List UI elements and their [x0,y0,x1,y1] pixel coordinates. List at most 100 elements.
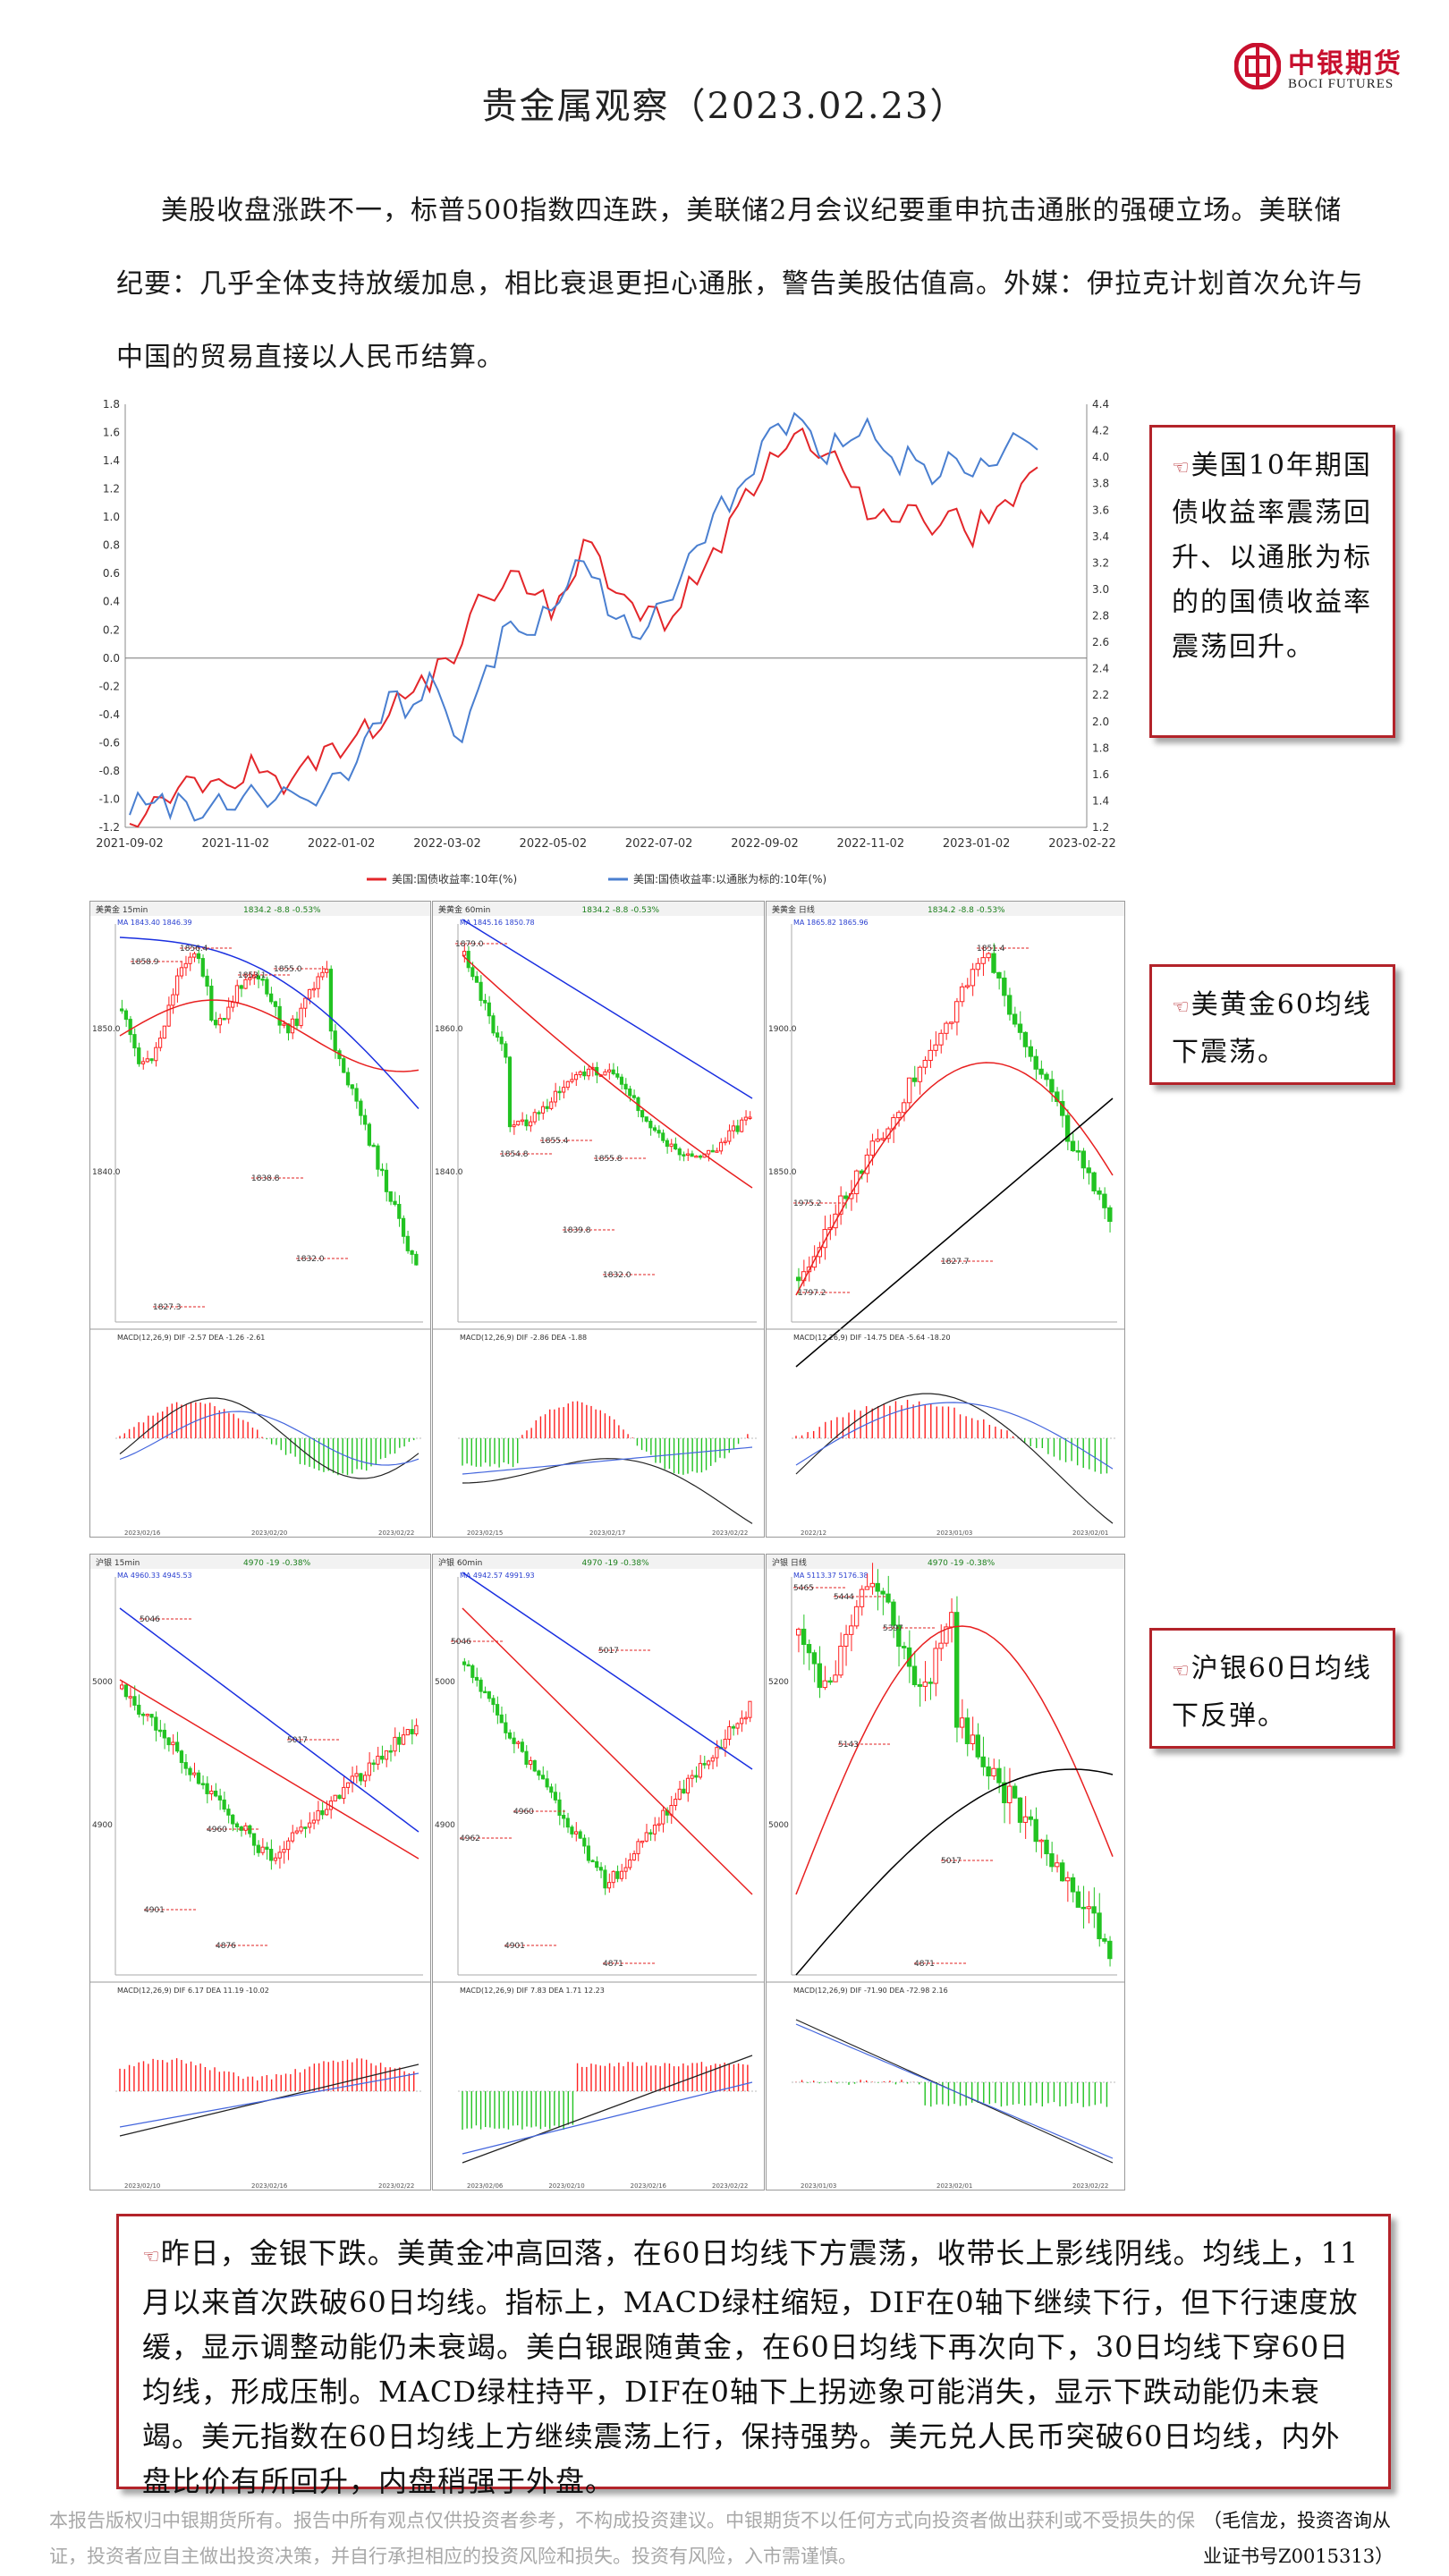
price-annotation: 1827.7 [941,1258,970,1267]
price-tick: 1860.0 [435,1025,463,1034]
macd-line-1 [795,1402,1114,1470]
candle-body [698,1155,702,1158]
candle-body [474,1676,479,1681]
candle-body [499,1037,504,1045]
candle-body [796,1628,801,1636]
price-annotation: 4876 [216,1942,236,1951]
candle-body [196,1772,201,1784]
x-tick: 2022-01-02 [308,837,376,851]
date-tick: 2023/02/22 [712,2182,748,2190]
candle-body [234,985,240,1004]
candle-body [843,1633,849,1647]
candle-body [1017,1797,1023,1823]
candle-body [311,987,316,991]
candle-body [562,1815,566,1819]
candle-body [975,1734,981,1758]
y-right-tick: 4.4 [1092,398,1109,411]
date-tick: 2023/02/01 [1072,1530,1108,1537]
date-tick: 2023/01/03 [801,2182,836,2190]
candle-body [553,1792,557,1801]
candle-body [875,1582,880,1592]
candle-body [640,1840,645,1843]
candle-body [294,1018,299,1027]
brand-logo: 中银期货 BOCI FUTURES [1234,39,1413,102]
candle-body [986,1766,991,1776]
panel-name: 沪银 15min [96,1557,140,1568]
candle-body [595,1860,599,1868]
panel-name: 沪银 60min [438,1557,482,1568]
hand-pointer-icon: ☜ [1172,996,1191,1019]
y-left-tick: -1.2 [99,821,120,834]
y-right-tick: 2.6 [1092,636,1109,648]
y-left-tick: 0.0 [103,652,120,665]
y-left-tick: 0.2 [103,623,120,636]
series-line-0 [129,427,1038,828]
moving-average-0 [462,954,753,1189]
moving-average-1 [795,1097,1114,1368]
macd-label: MACD(12,26,9) DIF 7.83 DEA 1.71 12.23 [460,1987,605,1995]
price-annotation: 1854.8 [500,1150,529,1159]
candle-body [740,1119,744,1132]
candle-body [1107,1940,1113,1960]
candle-body [562,1087,566,1093]
candle-body [677,1148,682,1156]
candle-body [715,1150,719,1153]
candle-body [294,1830,299,1834]
candle-body [286,1840,291,1851]
candle-body [690,1153,694,1157]
candle-body [959,1717,965,1728]
macd-line-1 [119,2072,419,2128]
candle-body [665,1140,669,1148]
candle-body [636,1841,640,1854]
price-annotation: 5465 [793,1584,814,1593]
candle-body [1044,1073,1049,1080]
candle-body [209,986,214,1021]
candle-body [715,1747,719,1758]
candle-body [540,1775,546,1780]
candle-body [149,1058,154,1062]
y-left-tick: -0.6 [99,736,120,749]
candle-body [811,1256,818,1268]
price-tick: 5000 [435,1678,455,1687]
candle-body [991,953,996,973]
gold-panel-60m: 美黄金 60min 1834.2 -8.8 -0.53% MA 1845.16 18… [432,901,765,1538]
hand-pointer-icon: ☜ [1172,457,1191,479]
candle-body [582,1071,587,1077]
price-annotation: 5444 [834,1593,854,1602]
candle-body [902,1646,907,1648]
candle-body [586,1068,590,1077]
candle-body [532,1112,537,1123]
macd-label: MACD(12,26,9) DIF -14.75 DEA -5.64 -18.2… [793,1334,951,1342]
candle-body [179,967,184,977]
candle-body [615,1073,620,1078]
callout-silver-text: 沪银60日均线下反弹。 [1172,1653,1372,1732]
panel-ma-readout: MA 1845.16 1850.78 [460,919,535,927]
candle-body [944,1022,949,1034]
candle-body [175,975,180,996]
candle-body [345,1782,351,1788]
panel-ma-readout: MA 1865.82 1865.96 [793,919,869,927]
candle-body [869,1140,875,1156]
candle-body [694,1155,699,1158]
candle-body [320,1809,325,1816]
date-tick: 2023/02/22 [1072,2182,1108,2190]
candle-body [251,1833,257,1846]
candle-body [405,1729,410,1736]
candle-body [611,1069,615,1075]
callout-silver: ☜沪银60日均线下反弹。 [1149,1628,1395,1749]
candle-body [234,1823,240,1827]
candle-body [573,1074,579,1080]
candle-body [282,1849,286,1853]
candle-body [217,1795,223,1801]
candle-body [410,1729,414,1735]
candle-body [838,1645,843,1676]
candle-body [933,1648,938,1684]
moving-average-0 [462,1607,753,1895]
candle-body [875,1138,880,1142]
price-annotation: 1879.0 [455,940,484,949]
logo-en: BOCI FUTURES [1288,77,1394,91]
candle-body [171,994,175,1006]
price-annotation: 1838.8 [251,1174,280,1183]
candle-body [731,1726,735,1729]
candle-body [256,975,260,979]
